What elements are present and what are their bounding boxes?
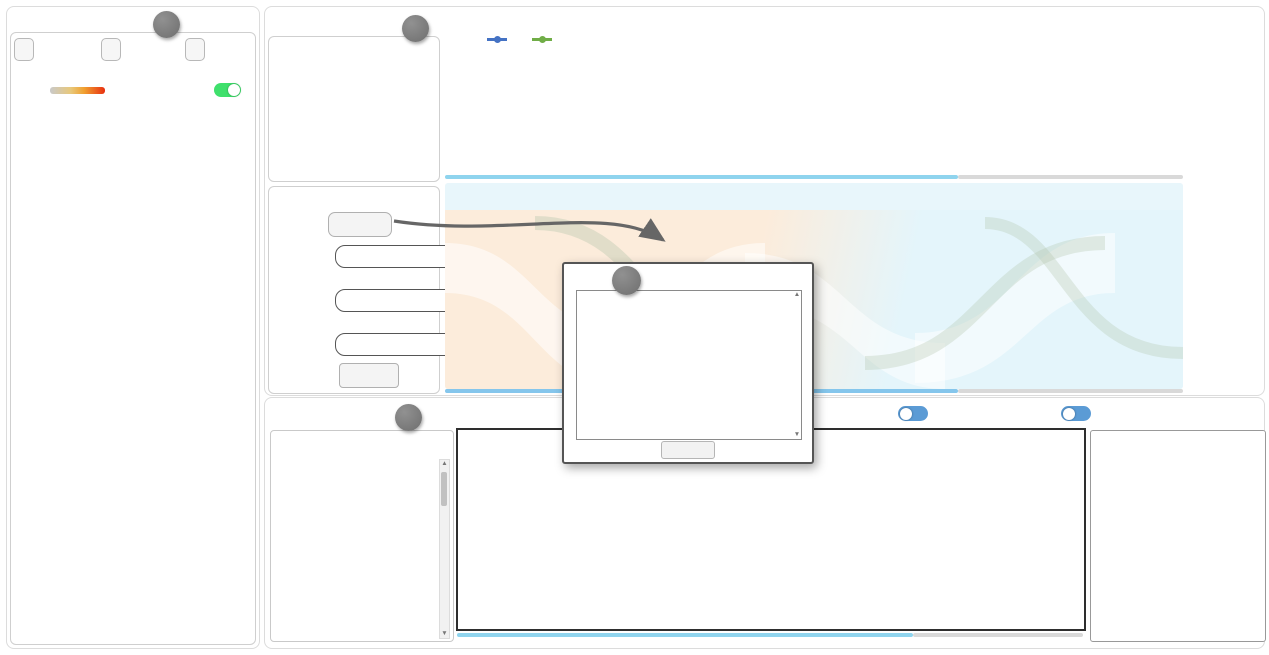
tab-attribute[interactable] xyxy=(101,38,121,61)
submit-button[interactable] xyxy=(339,363,399,388)
grid-scroll-active[interactable] xyxy=(457,633,913,637)
param-row-iv xyxy=(277,333,457,356)
distribution-difference-toggle-group xyxy=(1058,406,1094,421)
accuracy-line-chart xyxy=(440,34,1190,184)
train-line-icon xyxy=(487,35,507,42)
popup-badge xyxy=(612,266,641,295)
heat-gradient-legend xyxy=(50,87,105,94)
epoch-scroll-active[interactable] xyxy=(445,175,958,179)
scroll-down-icon[interactable]: ▼ xyxy=(441,630,448,637)
parameter-box xyxy=(268,186,457,394)
training-toggle-knob xyxy=(228,84,240,96)
trend-rows-box: ▲ ▼ xyxy=(576,290,802,440)
toggle-knob xyxy=(899,407,912,420)
legend-test xyxy=(532,35,557,42)
epoch-flow-view xyxy=(445,183,1183,389)
training-view-badge xyxy=(153,11,180,38)
conv2-filter-list-box: ▲ ▼ xyxy=(270,430,454,642)
model-view-badge xyxy=(402,15,429,42)
iv-input[interactable] xyxy=(335,333,457,356)
filter-sparkline-list xyxy=(275,459,435,637)
layer-trend-popup: ▲ ▼ xyxy=(562,262,814,464)
layer-view-badge xyxy=(395,404,422,431)
weight-gradient-toggle[interactable] xyxy=(898,406,928,421)
flow-scroll-track[interactable] xyxy=(958,389,1183,393)
tab-structure[interactable] xyxy=(185,38,205,61)
epoch-bars xyxy=(445,183,1183,389)
popup-scroll-down-icon[interactable]: ▼ xyxy=(793,431,801,438)
cancel-button[interactable] xyxy=(661,441,715,459)
conv2-list-scrollbar[interactable]: ▲ ▼ xyxy=(439,459,450,639)
t1-input[interactable] xyxy=(335,245,457,268)
tab-parameter[interactable] xyxy=(14,38,34,61)
test-line-icon xyxy=(532,35,552,42)
batch-compare-box xyxy=(1090,430,1266,642)
distribution-difference-toggle[interactable] xyxy=(1061,406,1091,421)
evaluation-box xyxy=(268,36,440,182)
toggle-knob xyxy=(1062,407,1075,420)
popup-scroll-up-icon[interactable]: ▲ xyxy=(793,291,801,298)
param-row-t2 xyxy=(277,289,457,312)
weight-gradient-toggle-group xyxy=(895,406,931,421)
scroll-thumb[interactable] xyxy=(441,472,448,506)
training-toggle[interactable] xyxy=(214,83,241,97)
layers-value-button[interactable] xyxy=(328,212,392,237)
legend-train xyxy=(487,35,512,42)
batch-density-chart xyxy=(1091,431,1262,638)
grid-scroll-track[interactable] xyxy=(913,633,1083,637)
t2-input[interactable] xyxy=(335,289,457,312)
scroll-up-icon[interactable]: ▲ xyxy=(441,460,448,467)
accuracy-chart-legend xyxy=(487,35,557,42)
training-content-box xyxy=(10,32,256,645)
param-row-t1 xyxy=(277,245,457,268)
epoch-scroll-track[interactable] xyxy=(958,175,1183,179)
